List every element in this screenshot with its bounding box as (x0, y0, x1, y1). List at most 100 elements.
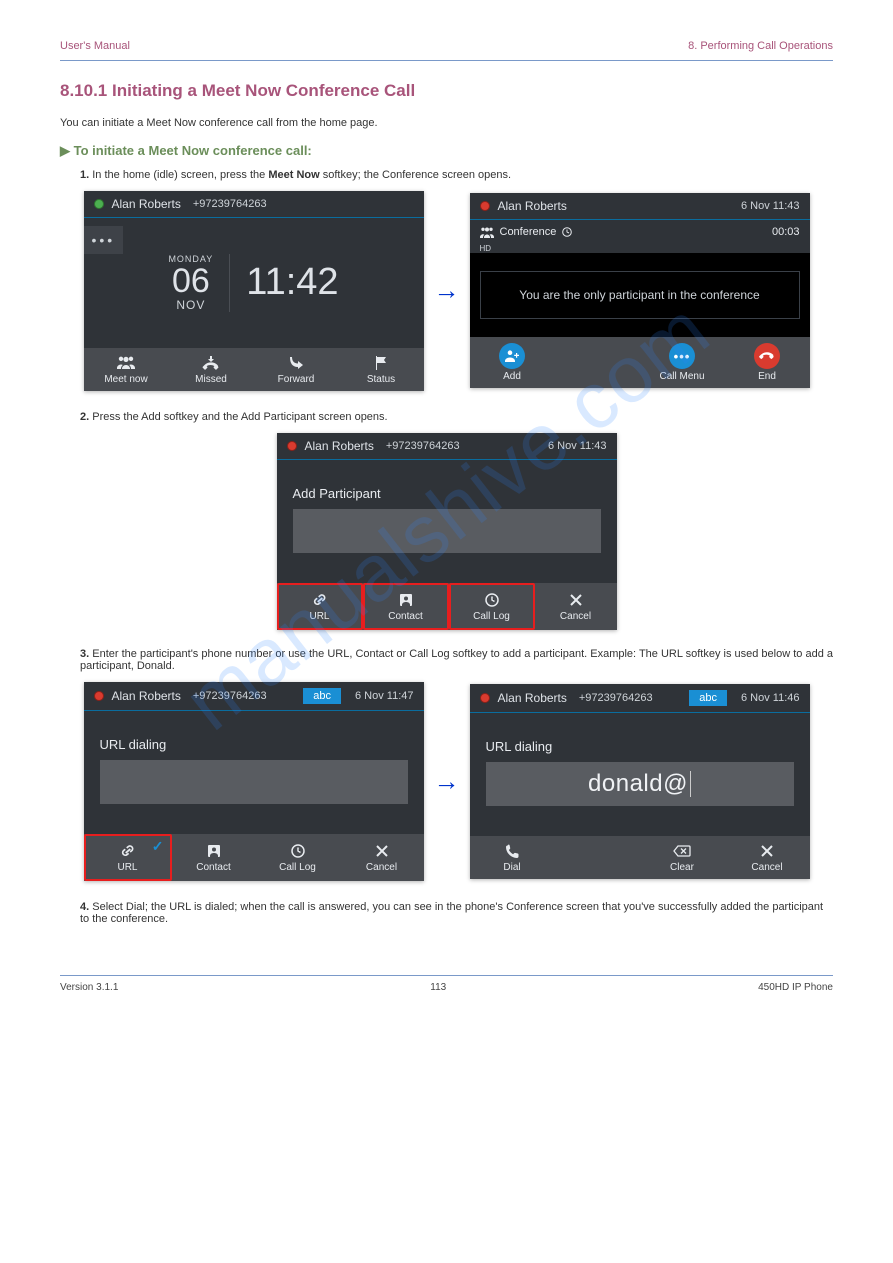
url2-user: Alan Roberts (498, 691, 567, 705)
softkey-missed-label: Missed (195, 374, 227, 385)
input-mode-badge[interactable]: abc (689, 690, 727, 706)
home-month: NOV (168, 298, 213, 312)
url1-header: Alan Roberts +97239764263 abc 6 Nov 11:4… (84, 682, 424, 711)
screens-row-1: Alan Roberts +97239764263 ••• MONDAY 06 … (60, 191, 833, 391)
softkey-url[interactable]: URL (277, 583, 363, 630)
softkey-meetnow[interactable]: Meet now (84, 348, 169, 391)
home-time: 11:42 (246, 261, 338, 304)
step-4: 4. Select Dial; the URL is dialed; when … (60, 901, 833, 925)
conference-header: Alan Roberts 6 Nov 11:43 (470, 193, 810, 220)
softkey-meetnow-label: Meet now (104, 374, 147, 385)
url1-softkeys: ✓ URL Contact Call Log (84, 834, 424, 881)
close-icon (376, 842, 388, 860)
softkey-dial[interactable]: Dial (470, 836, 555, 879)
forward-icon (287, 354, 305, 372)
softkey-missed[interactable]: Missed (169, 348, 254, 391)
softkey-calllog[interactable]: Call Log (256, 834, 340, 881)
url1-extension: +97239764263 (193, 690, 267, 702)
softkey-status[interactable]: Status (339, 348, 424, 391)
step-3-text: Enter the participant's phone number or … (80, 648, 833, 672)
addp-body: Add Participant (277, 460, 617, 583)
url1-datetime: 6 Nov 11:47 (355, 690, 414, 702)
home-body: ••• MONDAY 06 NOV 11:42 (84, 218, 424, 348)
phone-add-participant: Alan Roberts +97239764263 6 Nov 11:43 Ad… (277, 433, 617, 630)
phone-url-empty: Alan Roberts +97239764263 abc 6 Nov 11:4… (84, 682, 424, 881)
flag-icon (374, 354, 388, 372)
header-rule (60, 60, 833, 61)
addp-user: Alan Roberts (305, 439, 374, 453)
history-icon (291, 842, 305, 860)
home-user: Alan Roberts (112, 197, 181, 211)
home-options-bubble[interactable]: ••• (84, 226, 124, 254)
home-softkeys: Meet now Missed Forward Status (84, 348, 424, 391)
softkey-end[interactable]: End (725, 337, 810, 388)
softkey-url-label: URL (309, 611, 329, 622)
softkey-cancel[interactable]: Cancel (535, 583, 617, 630)
softkey-add[interactable]: Add (470, 337, 555, 388)
footer-rule (60, 975, 833, 976)
softkey-cancel-label: Cancel (560, 611, 591, 622)
addp-datetime: 6 Nov 11:43 (548, 440, 607, 452)
softkey-url-selected[interactable]: ✓ URL (84, 834, 172, 881)
addp-input[interactable] (293, 509, 601, 553)
addp-header: Alan Roberts +97239764263 6 Nov 11:43 (277, 433, 617, 460)
presence-dot-busy (94, 691, 104, 701)
presence-dot-available (94, 199, 104, 209)
link-icon (120, 842, 136, 860)
softkey-spacer (555, 337, 640, 388)
home-header: Alan Roberts +97239764263 (84, 191, 424, 218)
softkey-add-label: Add (503, 371, 521, 382)
softkey-callmenu[interactable]: ••• Call Menu (640, 337, 725, 388)
footer-left: Version 3.1.1 (60, 982, 118, 993)
url2-extension: +97239764263 (579, 692, 653, 704)
softkey-spacer (555, 836, 640, 879)
conference-people-icon (480, 227, 494, 238)
page-header: User's Manual 8. Performing Call Operati… (60, 40, 833, 52)
text-caret (690, 771, 691, 797)
presence-dot-busy (480, 693, 490, 703)
softkey-forward[interactable]: Forward (254, 348, 339, 391)
url2-header: Alan Roberts +97239764263 abc 6 Nov 11:4… (470, 684, 810, 713)
backspace-icon (673, 842, 691, 860)
intro-text: You can initiate a Meet Now conference c… (60, 115, 833, 133)
softkey-calllog-label: Call Log (279, 862, 316, 873)
step-1-text-a: In the home (idle) screen, press the (89, 169, 268, 181)
url1-user: Alan Roberts (112, 689, 181, 703)
phone-conference: Alan Roberts 6 Nov 11:43 Conference 00:0… (470, 193, 810, 388)
phone-icon (505, 842, 519, 860)
footer-right: 450HD IP Phone (758, 982, 833, 993)
date-block: MONDAY 06 NOV (168, 254, 230, 312)
arrow-right-icon: → (434, 766, 460, 797)
step-1-text-b: softkey; the Conference screen opens. (320, 169, 511, 181)
softkey-calllog[interactable]: Call Log (449, 583, 535, 630)
softkey-cancel-label: Cancel (751, 862, 782, 873)
url1-input[interactable] (100, 760, 408, 804)
softkey-calllog-label: Call Log (473, 611, 510, 622)
missed-call-icon (202, 354, 220, 372)
softkey-status-label: Status (367, 374, 395, 385)
presence-dot-busy (287, 441, 297, 451)
input-mode-badge[interactable]: abc (303, 688, 341, 704)
footer-center: 113 (430, 982, 446, 993)
softkey-contact[interactable]: Contact (172, 834, 256, 881)
softkey-forward-label: Forward (278, 374, 315, 385)
softkey-cancel[interactable]: Cancel (340, 834, 424, 881)
conference-title: Conference (500, 226, 557, 238)
url2-input[interactable]: donald@ (486, 762, 794, 806)
menu-dots-icon: ••• (669, 343, 695, 369)
step-4-text: Select Dial; the URL is dialed; when the… (80, 901, 823, 925)
url2-value: donald@ (588, 770, 688, 798)
section-title: 8.10.1 Initiating a Meet Now Conference … (60, 81, 833, 101)
softkey-contact[interactable]: Contact (363, 583, 449, 630)
conference-info-bar: Conference 00:03 (470, 220, 810, 244)
addp-softkeys: URL Contact Call Log Cancel (277, 583, 617, 630)
addp-extension: +97239764263 (386, 440, 460, 452)
softkey-clear[interactable]: Clear (640, 836, 725, 879)
conference-elapsed: 00:03 (772, 226, 800, 238)
softkey-url-label: URL (117, 862, 137, 873)
add-person-icon (499, 343, 525, 369)
conference-message: You are the only participant in the conf… (480, 271, 800, 319)
softkey-callmenu-label: Call Menu (659, 371, 704, 382)
softkey-cancel[interactable]: Cancel (725, 836, 810, 879)
step-3: 3. Enter the participant's phone number … (60, 648, 833, 672)
